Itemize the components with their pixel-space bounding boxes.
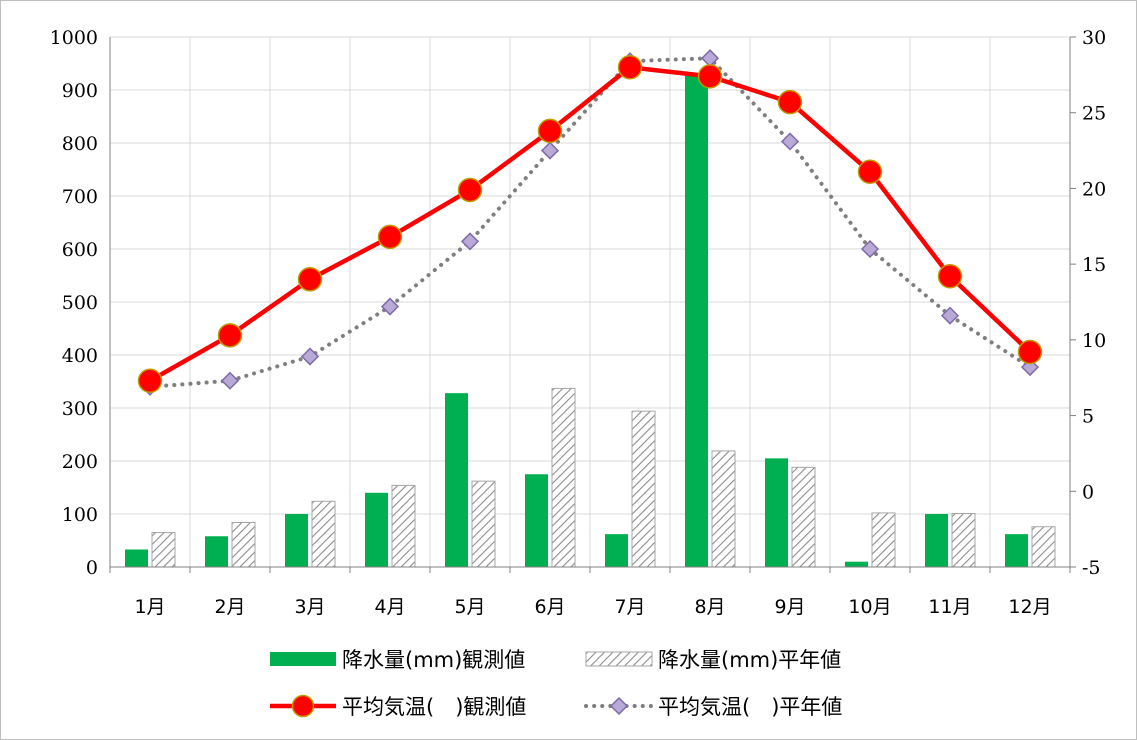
axes-group [109,36,1076,573]
bar-observed-precip [845,561,868,567]
y-left-tick-label: 100 [62,504,98,526]
x-tick-label: 7月 [614,596,645,618]
y-left-tick-label: 500 [62,292,98,314]
bar-observed-precip [605,534,628,567]
point-observed-temp [137,368,163,393]
point-normal-temp [460,232,480,251]
bar-normal-precip [311,500,336,568]
x-tick-label: 1月 [134,596,165,618]
x-tick-label: 3月 [294,596,325,618]
y-left-tick-label: 900 [62,80,98,102]
x-tick-label: 6月 [534,596,565,618]
x-tick-label: 8月 [694,596,725,618]
y-left-tick-label: 800 [62,133,98,155]
bar-normal-precip [391,484,416,568]
legend-swatch-normal-precip [585,651,653,667]
y-left-tick-label: 600 [62,239,98,261]
y-right-tick-label: 5 [1082,406,1094,428]
bar-observed-precip [765,458,788,567]
point-normal-temp [540,141,560,160]
point-observed-temp [777,89,803,115]
point-normal-temp [940,306,960,325]
point-normal-temp [300,347,320,366]
legend-label-normal-precip: 降水量(mm)平年値 [658,648,841,672]
legend-label-observed-precip: 降水量(mm)観測値 [342,648,525,672]
bars-group [125,75,1056,568]
y-left-tick-label: 400 [62,345,98,367]
point-normal-temp [860,239,880,259]
y-right-tick-label: 10 [1082,330,1106,352]
line-normal-temp [148,56,1032,389]
bar-observed-precip [285,514,308,567]
bar-normal-precip [551,387,576,568]
bar-normal-precip [791,466,816,568]
tick-labels-group: 0 100 200 300 400 500 600 700 800 900 1000 -5 0 5 10 15… [50,27,1107,618]
y-right-tick-label: 0 [1082,481,1094,503]
bar-normal-precip [151,532,176,568]
point-observed-temp [457,177,483,203]
y-left-tick-label: 700 [62,186,98,208]
line-observed-temp [148,65,1032,383]
point-observed-temp [1017,339,1043,365]
y-left-tick-label: 1000 [50,27,98,49]
y-right-tick-label: 15 [1082,254,1106,276]
point-observed-temp [617,55,643,80]
lines-group [137,49,1043,396]
y-left-tick-label: 300 [62,398,98,420]
bar-observed-precip [925,514,948,567]
x-tick-label: 12月 [1008,596,1051,618]
bar-observed-precip [205,536,228,567]
y-right-tick-label: 25 [1082,103,1106,125]
x-tick-label: 9月 [774,596,805,618]
bar-normal-precip [631,410,656,568]
point-observed-temp [377,224,403,250]
y-right-tick-label: 30 [1082,27,1106,49]
legend-label-observed-temp: 平均気温( )観測値 [342,695,526,719]
point-observed-temp [937,264,963,289]
x-tick-label: 11月 [928,596,971,618]
bar-normal-precip [711,450,736,568]
y-left-tick-label: 0 [86,557,98,579]
bar-observed-precip [1005,534,1028,567]
point-normal-temp [380,297,400,316]
bar-observed-precip [445,393,468,567]
bar-normal-precip [1031,526,1056,568]
point-observed-temp [697,64,723,89]
y-left-tick-label: 200 [62,451,98,473]
x-tick-label: 10月 [848,596,891,618]
y-right-tick-label: 20 [1082,178,1106,200]
point-normal-temp [220,371,240,390]
x-tick-label: 5月 [454,596,485,618]
bar-normal-precip [871,512,896,568]
legend-swatch-observed-temp-marker [291,694,315,718]
legend-label-normal-temp: 平均気温( )平年値 [658,695,842,719]
bar-observed-precip [125,549,148,567]
x-tick-label: 2月 [214,596,245,618]
bar-normal-precip [471,480,496,568]
bar-observed-precip [525,474,548,567]
point-normal-temp [780,132,800,151]
bar-observed-precip [685,75,708,567]
y-right-tick-label: -5 [1082,557,1101,579]
x-tick-label: 4月 [374,596,405,618]
legend-swatch-observed-precip [270,652,336,666]
point-observed-temp [297,267,323,292]
point-observed-temp [857,159,883,185]
bar-normal-precip [231,521,256,568]
legend-swatch-normal-temp-marker [609,696,629,716]
point-observed-temp [217,323,243,348]
point-observed-temp [537,118,563,144]
bar-observed-precip [365,492,388,567]
bar-normal-precip [951,512,976,568]
